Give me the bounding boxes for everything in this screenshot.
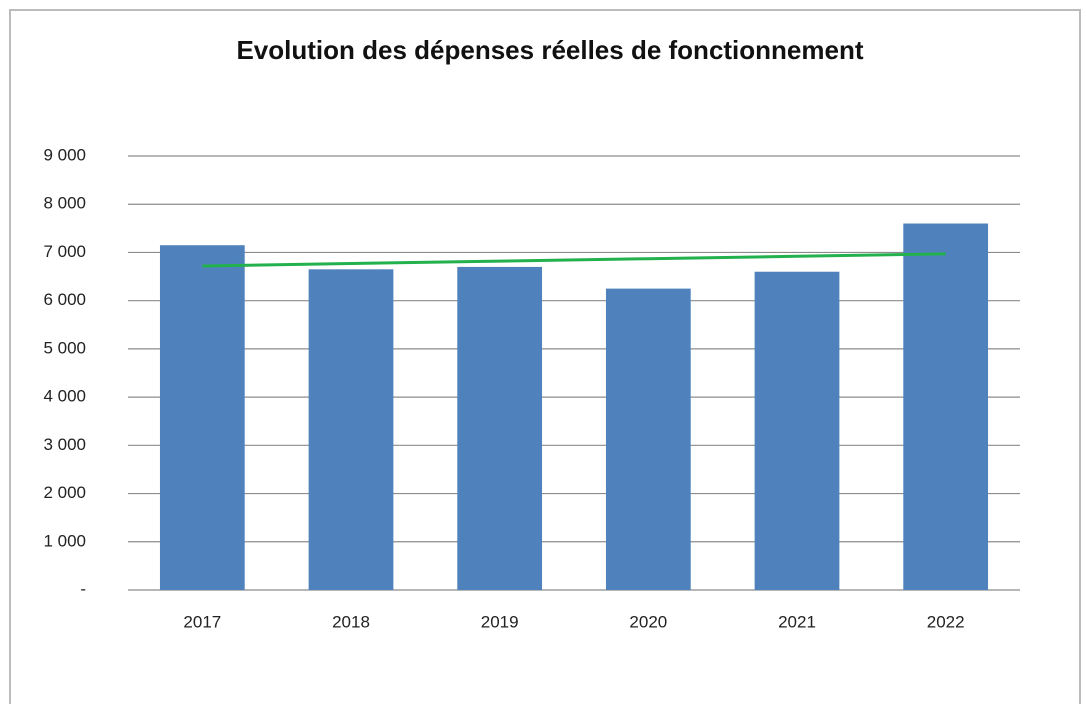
y-tick-label: 1 000 bbox=[43, 531, 86, 550]
y-tick-label: 9 000 bbox=[43, 145, 86, 164]
x-tick-label: 2022 bbox=[927, 612, 965, 631]
x-tick-label: 2017 bbox=[183, 612, 221, 631]
x-tick-label: 2021 bbox=[778, 612, 816, 631]
y-tick-label: 2 000 bbox=[43, 483, 86, 502]
y-tick-label: 8 000 bbox=[43, 194, 86, 213]
x-tick-label: 2020 bbox=[629, 612, 667, 631]
bar bbox=[457, 266, 543, 590]
y-tick-label: - bbox=[80, 579, 86, 598]
y-tick-label: 4 000 bbox=[43, 387, 86, 406]
bar bbox=[159, 245, 245, 590]
x-tick-label: 2019 bbox=[481, 612, 519, 631]
y-tick-label: 6 000 bbox=[43, 290, 86, 309]
y-tick-label: 3 000 bbox=[43, 435, 86, 454]
bar bbox=[308, 269, 394, 590]
trend-line bbox=[202, 252, 946, 268]
chart-title: Evolution des dépenses réelles de foncti… bbox=[236, 35, 863, 65]
y-tick-label: 5 000 bbox=[43, 338, 86, 357]
bar bbox=[605, 288, 691, 590]
bar bbox=[754, 271, 840, 590]
y-tick-label: 7 000 bbox=[43, 242, 86, 261]
x-tick-label: 2018 bbox=[332, 612, 370, 631]
bar bbox=[903, 223, 989, 590]
